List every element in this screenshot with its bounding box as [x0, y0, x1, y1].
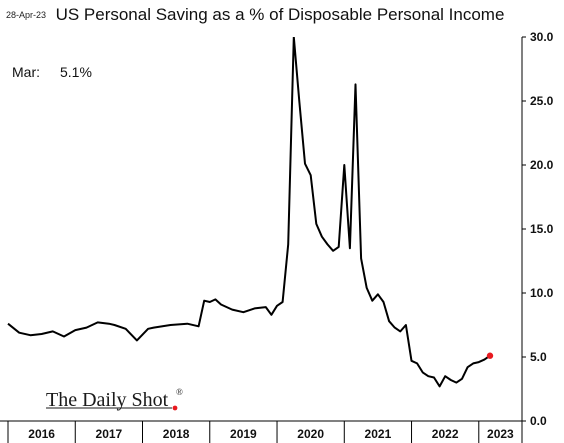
y-tick-label: 20.0 [530, 158, 554, 172]
brand-registered-mark: ® [176, 387, 183, 397]
chart-title: US Personal Saving as a % of Disposable … [56, 5, 505, 24]
y-tick-label: 15.0 [530, 222, 554, 236]
y-tick-label: 30.0 [530, 30, 554, 44]
x-tick-label: 2016 [28, 427, 55, 441]
date-label: 28-Apr-23 [6, 10, 46, 20]
y-tick-label: 25.0 [530, 94, 554, 108]
x-tick-label: 2021 [365, 427, 392, 441]
plot-area [7, 37, 494, 388]
annotation-value: 5.1% [60, 64, 92, 80]
last-data-point [486, 352, 494, 359]
annotation-label: Mar: [12, 64, 40, 80]
y-tick-label: 5.0 [530, 350, 547, 364]
x-tick-label: 2017 [96, 427, 123, 441]
y-tick-label: 0.0 [530, 414, 547, 428]
brand-dot-icon [172, 405, 178, 411]
x-tick-label: 2020 [297, 427, 324, 441]
x-tick-label: 2022 [432, 427, 459, 441]
brand-name: The Daily Shot [46, 389, 169, 411]
x-tick-label: 2018 [163, 427, 190, 441]
brand-logo: The Daily Shot ® [46, 387, 183, 411]
series-line [7, 37, 491, 388]
y-tick-label: 10.0 [530, 286, 554, 300]
x-tick-label: 2019 [230, 427, 257, 441]
y-axis: 0.0 5.0 10.0 15.0 20.0 25.0 30.0 [521, 30, 554, 428]
x-tick-label: 2023 [487, 427, 514, 441]
x-axis: 2016 2017 2018 2019 2020 2021 2022 2023 [0, 420, 523, 443]
